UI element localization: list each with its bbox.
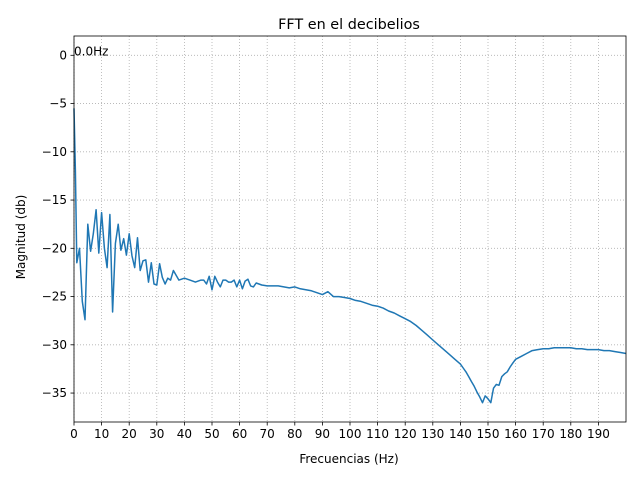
y-tick-label: −35 [42,386,67,400]
series-line [73,108,627,404]
y-tick-label: −15 [42,193,67,207]
x-tick-label: 0 [70,427,78,441]
x-tick-label: 170 [532,427,555,441]
x-tick-label: 150 [477,427,500,441]
x-tick-label: 10 [94,427,109,441]
grid [73,36,626,422]
x-tick-label: 180 [559,427,582,441]
series-layer [73,108,627,404]
tick-layer: 0 10 20 30 40 50 60 70 80 90 100 110 120 130 140 150 160… [42,48,610,441]
chart-title: FFT en el decibelios [278,17,420,33]
x-tick-label: 80 [287,427,302,441]
annotation-layer: 0.0Hz [74,44,108,58]
x-tick-label: 30 [149,427,164,441]
x-tick-label: 190 [587,427,610,441]
y-tick-label: 0 [59,48,67,62]
x-tick-label: 120 [394,427,417,441]
x-tick-label: 70 [260,427,275,441]
x-tick-label: 140 [449,427,472,441]
peak-annotation: 0.0Hz [74,44,108,58]
x-tick-label: 50 [204,427,219,441]
y-tick-label: −25 [42,290,67,304]
x-tick-label: 90 [315,427,330,441]
x-tick-label: 20 [122,427,137,441]
y-tick-label: −20 [42,241,67,255]
y-tick-label: −10 [42,145,67,159]
x-axis-label: Frecuencias (Hz) [299,452,398,466]
y-tick-label: −30 [42,338,67,352]
x-tick-label: 130 [421,427,444,441]
x-tick-label: 100 [339,427,362,441]
y-axis-label: Magnitud (db) [14,195,28,280]
x-tick-label: 110 [366,427,389,441]
y-tick-label: −5 [49,97,67,111]
x-tick-label: 40 [177,427,192,441]
x-tick-label: 160 [504,427,527,441]
x-tick-label: 60 [232,427,247,441]
